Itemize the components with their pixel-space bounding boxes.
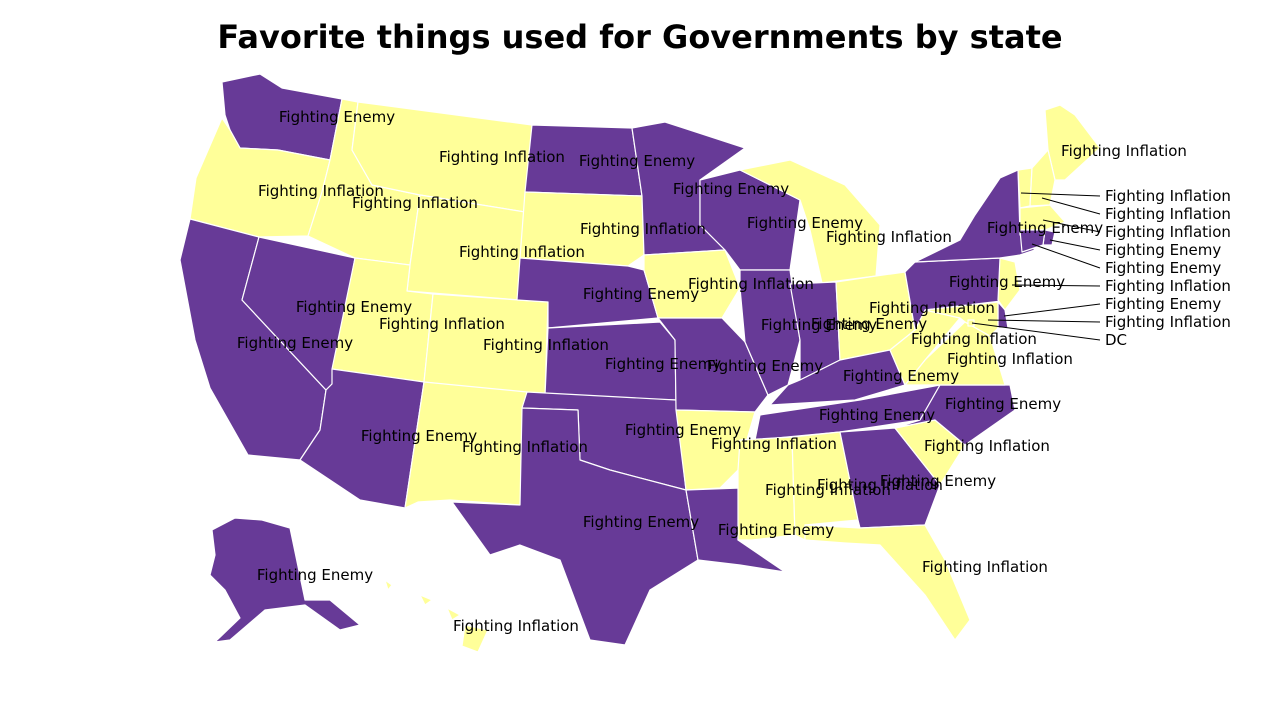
leader-vt xyxy=(1020,192,1101,197)
state-me[interactable] xyxy=(1044,104,1101,181)
state-ma[interactable] xyxy=(1019,204,1066,231)
label-sd: Fighting Inflation xyxy=(580,220,706,238)
state-wy[interactable] xyxy=(406,194,526,301)
state-nj[interactable] xyxy=(997,257,1021,311)
callout-de: Fighting Enemy xyxy=(1105,295,1221,313)
state-nh[interactable] xyxy=(1029,149,1056,207)
label-va: Fighting Inflation xyxy=(947,350,1073,368)
leader-nh xyxy=(1041,197,1101,215)
label-wy: Fighting Inflation xyxy=(459,243,585,261)
label-ky: Fighting Enemy xyxy=(843,367,959,385)
state-ak[interactable] xyxy=(209,517,361,643)
state-tx[interactable] xyxy=(451,407,699,646)
state-md[interactable] xyxy=(924,301,999,337)
label-al: Fighting Inflation xyxy=(817,476,943,494)
label-mi: Fighting Inflation xyxy=(826,228,952,246)
callout-leader-lines xyxy=(971,192,1101,341)
state-ct[interactable] xyxy=(1019,229,1046,253)
label-in: Fighting Enemy xyxy=(811,315,927,333)
label-sc: Fighting Inflation xyxy=(924,437,1050,455)
label-pa: Fighting Enemy xyxy=(949,273,1065,291)
label-fl: Fighting Inflation xyxy=(922,558,1048,576)
label-nm: Fighting Inflation xyxy=(462,438,588,456)
label-ny: Fighting Enemy xyxy=(987,219,1103,237)
callout-vt: Fighting Inflation xyxy=(1105,187,1231,205)
label-wi: Fighting Enemy xyxy=(747,214,863,232)
callout-labels: Fighting Inflation Fighting Inflation Fi… xyxy=(1105,187,1231,349)
leader-dc xyxy=(971,322,1101,341)
label-ga: Fighting Enemy xyxy=(880,472,996,490)
state-ne[interactable] xyxy=(516,257,659,329)
label-wv: Fighting Inflation xyxy=(911,330,1037,348)
label-nc: Fighting Enemy xyxy=(945,395,1061,413)
callout-ri: Fighting Enemy xyxy=(1105,241,1221,259)
callout-dc: DC xyxy=(1105,331,1127,349)
label-nd: Fighting Enemy xyxy=(579,152,695,170)
label-or: Fighting Inflation xyxy=(258,182,384,200)
label-tx: Fighting Enemy xyxy=(583,513,699,531)
map-title: Favorite things used for Governments by … xyxy=(217,18,1063,56)
label-az: Fighting Enemy xyxy=(361,427,477,445)
callout-ct: Fighting Enemy xyxy=(1105,259,1221,277)
label-wa: Fighting Enemy xyxy=(279,108,395,126)
label-ak: Fighting Enemy xyxy=(257,566,373,584)
label-ut: Fighting Inflation xyxy=(379,315,505,333)
label-mt: Fighting Inflation xyxy=(439,148,565,166)
label-mo: Fighting Enemy xyxy=(707,357,823,375)
label-la: Fighting Enemy xyxy=(718,521,834,539)
callout-ma: Fighting Inflation xyxy=(1105,223,1231,241)
callout-nj: Fighting Inflation xyxy=(1105,277,1231,295)
label-ms: Fighting Inflation xyxy=(765,481,891,499)
state-ar[interactable] xyxy=(675,409,756,491)
label-ok: Fighting Enemy xyxy=(625,421,741,439)
label-id: Fighting Inflation xyxy=(352,194,478,212)
label-hi: Fighting Inflation xyxy=(453,617,579,635)
label-ia: Fighting Inflation xyxy=(688,275,814,293)
state-ny[interactable] xyxy=(914,169,1036,263)
label-oh: Fighting Inflation xyxy=(869,299,995,317)
callout-md: Fighting Inflation xyxy=(1105,313,1231,331)
label-il: Fighting Enemy xyxy=(761,316,877,334)
state-sd[interactable] xyxy=(519,191,645,267)
label-ne: Fighting Enemy xyxy=(583,285,699,303)
leader-ma xyxy=(1042,219,1101,233)
state-mo[interactable] xyxy=(657,317,769,413)
label-ar: Fighting Inflation xyxy=(711,435,837,453)
leader-ri xyxy=(1049,239,1101,251)
state-shapes xyxy=(179,73,1101,653)
label-nv: Fighting Enemy xyxy=(296,298,412,316)
state-labels: Fighting Enemy Fighting Inflation Fighti… xyxy=(237,108,1187,635)
state-fl[interactable] xyxy=(804,524,971,641)
state-dc[interactable] xyxy=(967,319,975,327)
label-ks: Fighting Enemy xyxy=(605,355,721,373)
leader-ct xyxy=(1031,243,1101,269)
leader-md xyxy=(987,319,1101,323)
label-co: Fighting Inflation xyxy=(483,336,609,354)
state-il[interactable] xyxy=(739,269,801,396)
leader-nj xyxy=(1011,284,1101,287)
leader-de xyxy=(1003,303,1101,317)
label-mn: Fighting Enemy xyxy=(673,180,789,198)
state-hi[interactable] xyxy=(384,579,489,653)
label-ca: Fighting Enemy xyxy=(237,334,353,352)
label-me: Fighting Inflation xyxy=(1061,142,1187,160)
label-tn: Fighting Enemy xyxy=(819,406,935,424)
callout-nh: Fighting Inflation xyxy=(1105,205,1231,223)
